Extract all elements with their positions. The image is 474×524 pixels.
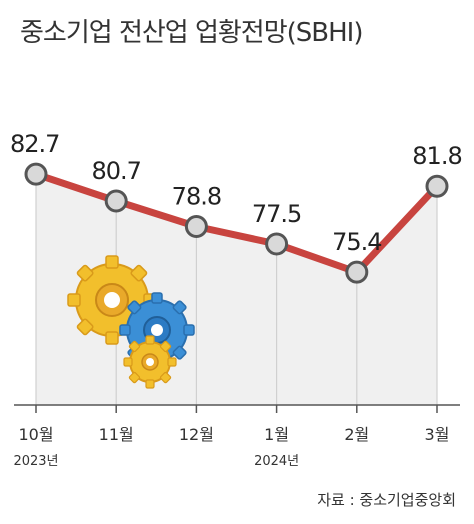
- gears-illustration: [67, 255, 195, 389]
- data-label: 77.5: [252, 200, 301, 228]
- x-tick-label: 12월: [179, 425, 214, 444]
- data-label: 78.8: [172, 183, 221, 211]
- data-point: [104, 189, 128, 213]
- data-point: [184, 215, 208, 238]
- x-tick-label: 1월: [264, 425, 289, 444]
- data-label: 81.8: [412, 142, 461, 170]
- chart-title: 중소기업 전산업 업황전망(SBHI): [20, 18, 363, 48]
- x-tick-label: 3월: [425, 425, 450, 444]
- data-label: 80.7: [91, 157, 140, 185]
- x-tick-label: 11월: [99, 425, 134, 444]
- data-point: [24, 162, 48, 186]
- data-point: [265, 232, 289, 256]
- series-line: [32, 170, 441, 276]
- year-label: 2024년: [254, 454, 299, 469]
- data-label: 82.7: [10, 130, 59, 158]
- data-label: 75.4: [332, 228, 381, 256]
- data-point: [425, 174, 449, 198]
- year-label: 2023년: [13, 454, 58, 469]
- source-note: 자료 : 중소기업중앙회: [317, 491, 456, 509]
- data-point: [345, 260, 369, 284]
- x-tick-label: 2월: [344, 425, 369, 444]
- x-tick-label: 10월: [18, 425, 53, 444]
